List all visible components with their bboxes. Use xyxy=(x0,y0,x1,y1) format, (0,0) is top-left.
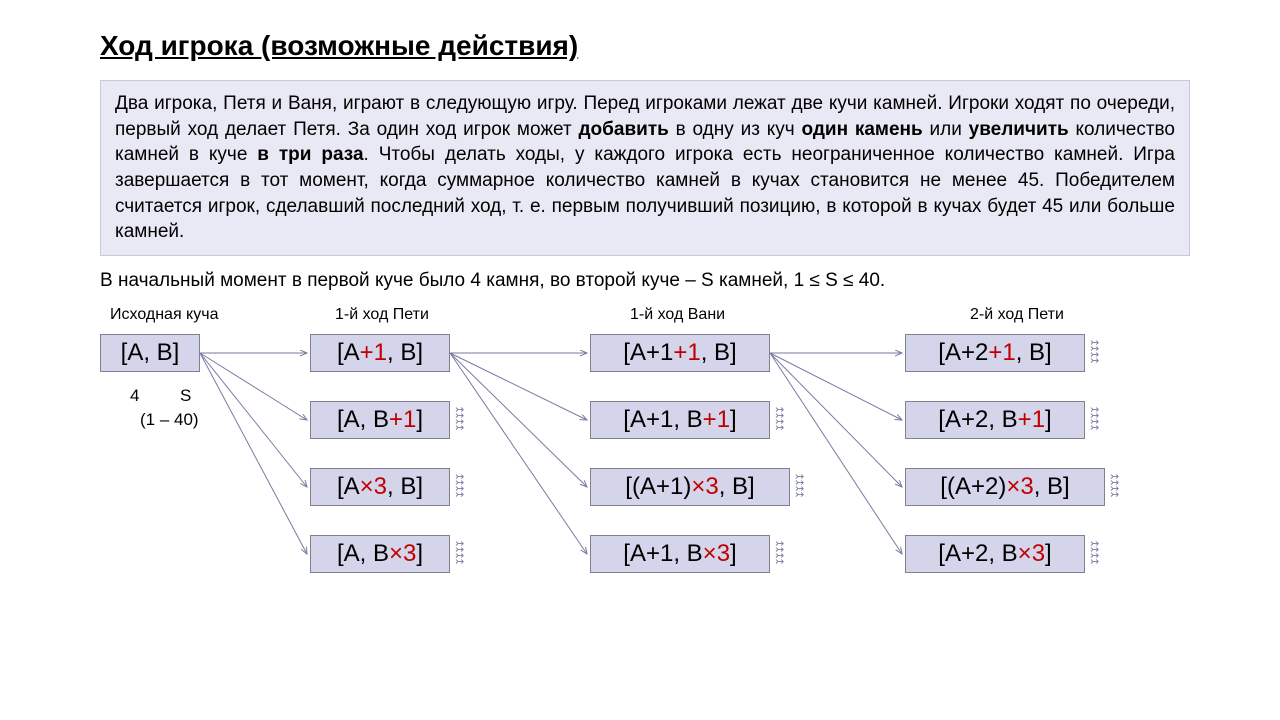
page-title: Ход игрока (возможные действия) xyxy=(100,30,1190,62)
state-node: [A×3, B] xyxy=(310,468,450,506)
continuation-icon xyxy=(1090,407,1097,431)
state-node: [A, B] xyxy=(100,334,200,372)
operation-highlight: +1 xyxy=(673,339,700,366)
continuation-icon xyxy=(455,541,462,565)
state-node: [A+2+1, B] xyxy=(905,334,1085,372)
continuation-icon xyxy=(1090,340,1097,364)
continuation-icon xyxy=(455,474,462,498)
state-node: [A, B×3] xyxy=(310,535,450,573)
operation-highlight: +1 xyxy=(988,339,1015,366)
sub-label: 4 xyxy=(130,386,139,406)
problem-statement: Два игрока, Петя и Ваня, играют в следую… xyxy=(100,80,1190,256)
sub-label: S xyxy=(180,386,191,406)
continuation-icon xyxy=(795,474,802,498)
initial-condition: В начальный момент в первой куче было 4 … xyxy=(100,270,1190,292)
state-node: [A+2, B+1] xyxy=(905,401,1085,439)
continuation-icon xyxy=(775,407,782,431)
state-node: [A, B+1] xyxy=(310,401,450,439)
sub-label: (1 – 40) xyxy=(140,410,199,430)
continuation-icon xyxy=(455,407,462,431)
state-node: [A+1, B×3] xyxy=(590,535,770,573)
state-node: [A+1+1, B] xyxy=(590,334,770,372)
state-node: [A+1, B+1] xyxy=(590,401,770,439)
state-node: [(A+1)×3, B] xyxy=(590,468,790,506)
state-node: [A+2, B×3] xyxy=(905,535,1085,573)
operation-highlight: ×3 xyxy=(691,473,718,500)
operation-highlight: +1 xyxy=(1018,406,1045,433)
operation-highlight: ×3 xyxy=(360,473,387,500)
continuation-icon xyxy=(1110,474,1117,498)
continuation-icon xyxy=(775,541,782,565)
operation-highlight: +1 xyxy=(360,339,387,366)
operation-highlight: +1 xyxy=(389,406,416,433)
state-node: [A+1, B] xyxy=(310,334,450,372)
operation-highlight: ×3 xyxy=(389,540,416,567)
continuation-icon xyxy=(1090,541,1097,565)
operation-highlight: +1 xyxy=(703,406,730,433)
state-node: [(A+2)×3, B] xyxy=(905,468,1105,506)
operation-highlight: ×3 xyxy=(703,540,730,567)
operation-highlight: ×3 xyxy=(1006,473,1033,500)
game-tree-diagram: Исходная куча1-й ход Пети1-й ход Вани2-й… xyxy=(100,306,1190,626)
operation-highlight: ×3 xyxy=(1018,540,1045,567)
